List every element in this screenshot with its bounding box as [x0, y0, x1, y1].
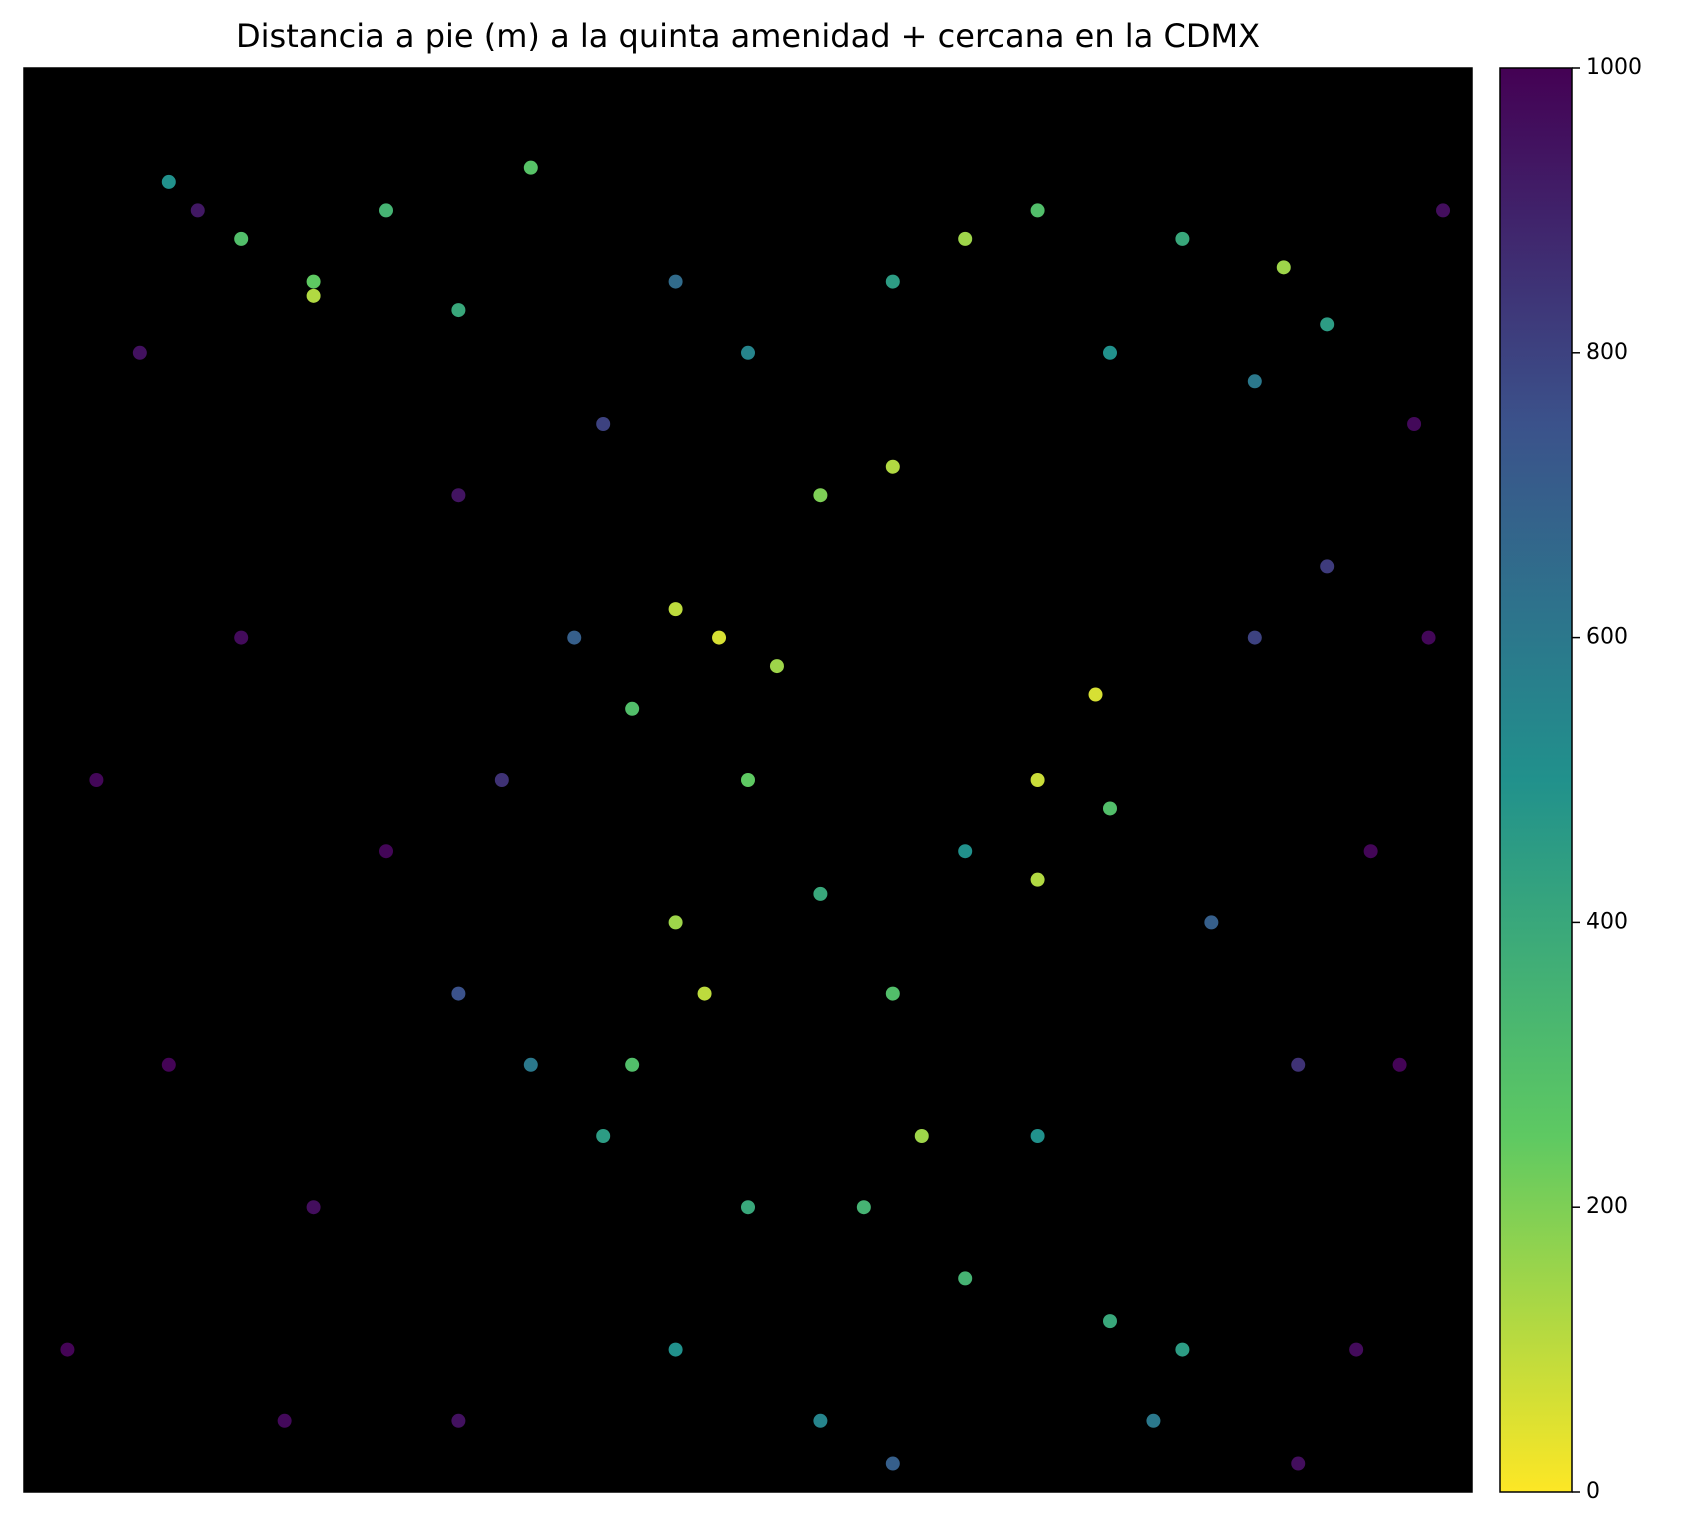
- point: [306, 1200, 321, 1215]
- point: [277, 1413, 292, 1428]
- point: [668, 1342, 683, 1357]
- point: [1291, 1057, 1306, 1072]
- point: [494, 773, 509, 787]
- point: [1421, 630, 1436, 645]
- point: [769, 659, 784, 674]
- chart-title: Distancia a pie (m) a la quinta amenidad…: [236, 17, 1260, 55]
- point: [1030, 203, 1045, 218]
- point: [1030, 1129, 1045, 1143]
- point: [1175, 231, 1190, 246]
- point: [958, 231, 973, 246]
- point: [1436, 203, 1451, 218]
- point: [741, 773, 755, 787]
- point: [1030, 872, 1045, 887]
- point: [523, 1057, 538, 1072]
- point: [813, 488, 828, 503]
- point: [234, 630, 249, 645]
- point: [234, 231, 249, 246]
- point: [1363, 844, 1378, 859]
- point: [1204, 915, 1219, 930]
- point: [958, 844, 973, 859]
- point: [1407, 417, 1422, 431]
- point: [668, 274, 683, 289]
- point: [625, 1057, 640, 1072]
- point: [697, 986, 712, 1001]
- point: [958, 1271, 973, 1286]
- point: [190, 203, 205, 218]
- point: [856, 1200, 871, 1215]
- point: [885, 986, 900, 1001]
- point: [161, 174, 176, 189]
- point: [451, 986, 466, 1001]
- point: [668, 602, 683, 617]
- point: [60, 1342, 75, 1357]
- point: [1175, 1342, 1190, 1357]
- point: [379, 844, 393, 859]
- point: [712, 630, 727, 645]
- point: [1247, 374, 1262, 389]
- point: [885, 1456, 900, 1471]
- point: [306, 274, 321, 289]
- point: [625, 701, 640, 716]
- point: [914, 1129, 929, 1143]
- point: [885, 459, 900, 474]
- point: [567, 630, 582, 645]
- point: [596, 417, 611, 431]
- point: [1103, 1314, 1117, 1329]
- point: [1291, 1456, 1306, 1471]
- point: [1103, 801, 1117, 816]
- point: [523, 160, 538, 175]
- point: [813, 1413, 828, 1428]
- colorbar-tick-label: 400: [1586, 909, 1628, 934]
- point: [1247, 630, 1262, 645]
- point: [885, 274, 900, 289]
- colorbar-tick-label: 1000: [1586, 55, 1642, 80]
- point: [1276, 260, 1291, 275]
- colorbar-tick-label: 200: [1586, 1194, 1628, 1219]
- point: [813, 886, 828, 901]
- point: [1320, 317, 1335, 332]
- point: [1349, 1342, 1364, 1357]
- point: [1088, 687, 1103, 702]
- point: [741, 1200, 755, 1215]
- point: [1320, 559, 1335, 574]
- point: [1103, 345, 1117, 360]
- colorbar: [1499, 67, 1573, 1493]
- point: [668, 915, 683, 930]
- point: [451, 303, 466, 318]
- point: [379, 203, 393, 218]
- point: [1392, 1057, 1407, 1072]
- point: [451, 1413, 466, 1428]
- colorbar-tick-label: 0: [1586, 1479, 1600, 1504]
- colorbar-tick-label: 800: [1586, 340, 1628, 365]
- colorbar-tick-label: 600: [1586, 625, 1628, 650]
- point: [596, 1129, 611, 1143]
- point: [132, 345, 147, 360]
- point: [161, 1057, 176, 1072]
- point: [89, 773, 104, 787]
- point: [741, 345, 755, 360]
- point: [451, 488, 466, 503]
- point: [1030, 773, 1045, 787]
- point: [306, 288, 321, 303]
- point: [1146, 1413, 1161, 1428]
